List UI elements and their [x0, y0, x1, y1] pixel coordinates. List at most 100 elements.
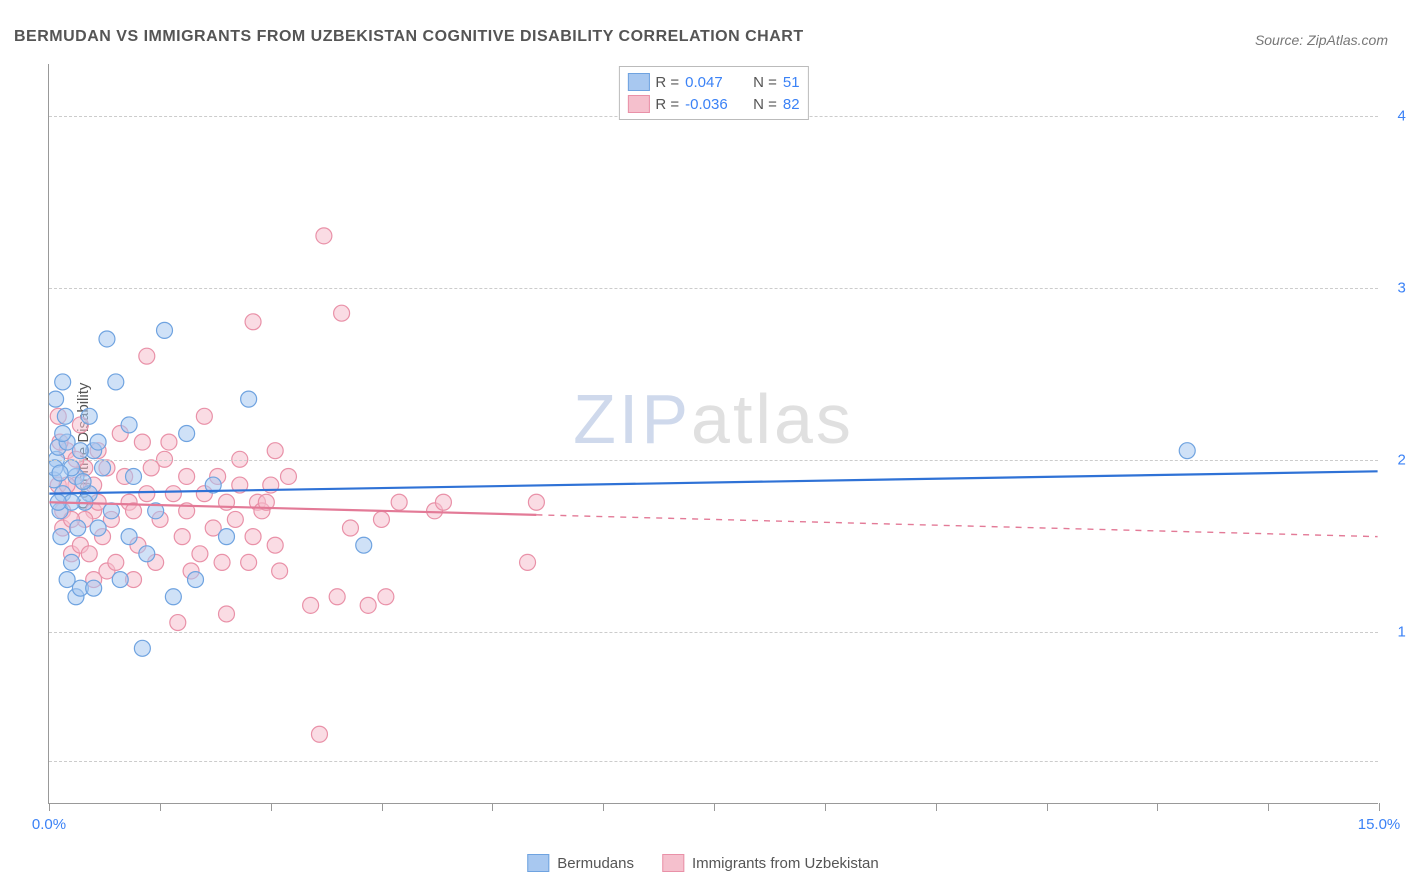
grid-line [49, 460, 1378, 461]
scatter-point [227, 511, 243, 527]
scatter-point [192, 546, 208, 562]
legend-item-1: Bermudans [527, 854, 634, 872]
scatter-point [245, 529, 261, 545]
x-tick [1268, 803, 1269, 811]
legend-swatch-1b [527, 854, 549, 872]
n-label: N = [753, 74, 777, 91]
r-label: R = [655, 74, 679, 91]
x-tick [382, 803, 383, 811]
x-tick [1047, 803, 1048, 811]
scatter-point [55, 374, 71, 390]
n-value-2: 82 [783, 96, 800, 113]
x-tick [825, 803, 826, 811]
scatter-point [272, 563, 288, 579]
scatter-point [373, 511, 389, 527]
series-legend: Bermudans Immigrants from Uzbekistan [527, 854, 878, 872]
scatter-point [86, 580, 102, 596]
scatter-point [170, 615, 186, 631]
grid-line [49, 632, 1378, 633]
grid-line [49, 761, 1378, 762]
scatter-point [49, 391, 64, 407]
scatter-point [52, 465, 68, 481]
scatter-point [57, 408, 73, 424]
x-tick [492, 803, 493, 811]
legend-row-series-2: R = -0.036 N = 82 [627, 93, 799, 115]
scatter-point [70, 520, 86, 536]
scatter-point [378, 589, 394, 605]
scatter-point [55, 426, 71, 442]
chart-title: BERMUDAN VS IMMIGRANTS FROM UZBEKISTAN C… [14, 28, 804, 46]
scatter-point [134, 640, 150, 656]
plot-area: ZIPatlas R = 0.047 N = 51 R = -0.036 N =… [48, 64, 1378, 804]
scatter-point [179, 468, 195, 484]
x-tick [603, 803, 604, 811]
legend-swatch-2b [662, 854, 684, 872]
scatter-point [161, 434, 177, 450]
scatter-point [121, 529, 137, 545]
scatter-point [139, 546, 155, 562]
r-value-2: -0.036 [685, 96, 741, 113]
scatter-point [143, 460, 159, 476]
y-tick-label: 20.0% [1397, 451, 1406, 468]
scatter-point [280, 468, 296, 484]
scatter-point [126, 468, 142, 484]
scatter-point [219, 606, 235, 622]
legend-label-2: Immigrants from Uzbekistan [692, 855, 879, 872]
scatter-point [241, 554, 257, 570]
scatter-point [241, 391, 257, 407]
scatter-point [53, 529, 69, 545]
scatter-point [103, 503, 119, 519]
chart-container: BERMUDAN VS IMMIGRANTS FROM UZBEKISTAN C… [0, 0, 1406, 892]
n-value-1: 51 [783, 74, 800, 91]
scatter-point [81, 408, 97, 424]
scatter-point [334, 305, 350, 321]
scatter-point [196, 408, 212, 424]
scatter-svg [49, 64, 1378, 803]
scatter-point [112, 572, 128, 588]
legend-swatch-2 [627, 95, 649, 113]
scatter-point [157, 322, 173, 338]
scatter-point [108, 374, 124, 390]
scatter-point [329, 589, 345, 605]
scatter-point [1179, 443, 1195, 459]
grid-line [49, 288, 1378, 289]
y-tick-label: 40.0% [1397, 107, 1406, 124]
scatter-point [360, 597, 376, 613]
legend-item-2: Immigrants from Uzbekistan [662, 854, 879, 872]
scatter-point [72, 443, 88, 459]
x-tick-label: 0.0% [32, 816, 66, 833]
legend-label-1: Bermudans [557, 855, 634, 872]
scatter-point [59, 572, 75, 588]
scatter-point [75, 474, 91, 490]
scatter-point [219, 529, 235, 545]
scatter-point [134, 434, 150, 450]
scatter-point [188, 572, 204, 588]
x-tick [1379, 803, 1380, 811]
r-value-1: 0.047 [685, 74, 741, 91]
x-tick [271, 803, 272, 811]
scatter-point [520, 554, 536, 570]
x-tick [49, 803, 50, 811]
x-tick [1157, 803, 1158, 811]
scatter-point [139, 486, 155, 502]
scatter-point [174, 529, 190, 545]
scatter-point [528, 494, 544, 510]
scatter-point [267, 443, 283, 459]
scatter-point [139, 348, 155, 364]
scatter-point [356, 537, 372, 553]
trend-line [49, 471, 1377, 493]
correlation-legend: R = 0.047 N = 51 R = -0.036 N = 82 [618, 66, 808, 120]
scatter-point [267, 537, 283, 553]
scatter-point [316, 228, 332, 244]
scatter-point [95, 460, 111, 476]
scatter-point [165, 589, 181, 605]
scatter-point [165, 486, 181, 502]
trend-line [49, 502, 536, 515]
scatter-point [391, 494, 407, 510]
scatter-point [435, 494, 451, 510]
r-label: R = [655, 96, 679, 113]
x-tick-label: 15.0% [1358, 816, 1401, 833]
scatter-point [179, 426, 195, 442]
n-label: N = [753, 96, 777, 113]
source-attribution: Source: ZipAtlas.com [1255, 32, 1388, 48]
